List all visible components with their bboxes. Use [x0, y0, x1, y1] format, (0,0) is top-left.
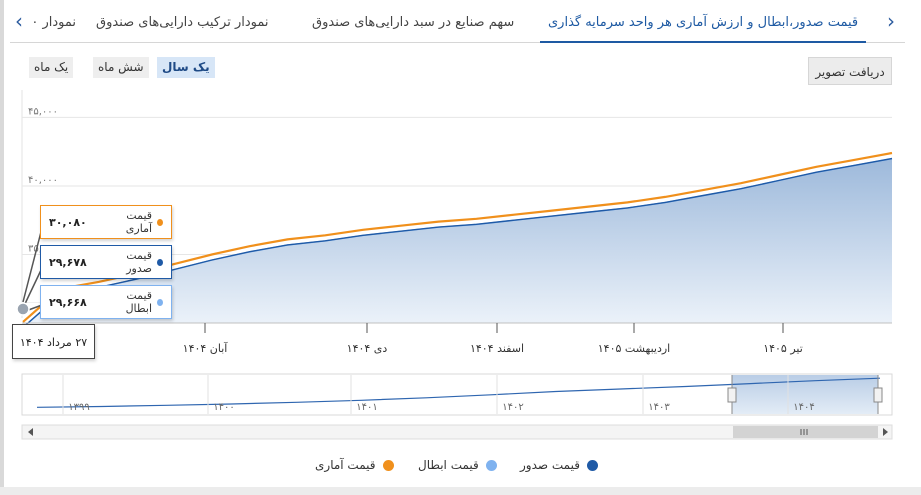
legend-issue-label: قیمت صدور: [520, 458, 580, 472]
legend-item-issue[interactable]: قیمت صدور: [520, 456, 598, 474]
navigator-tick-label: ۱۴۰۲: [502, 402, 523, 413]
issue-dot-icon: [156, 258, 163, 266]
navigator-right-handle[interactable]: [873, 387, 883, 403]
tab-industry-share[interactable]: سهم صنایع در سبد دارایی‌های صندوق: [312, 15, 515, 30]
navigator-left-handle[interactable]: [727, 387, 737, 403]
chevron-left-icon[interactable]: ‹: [15, 9, 23, 33]
navigator-tick-label: ۱۳۹۹: [68, 402, 89, 413]
range-one-month-button[interactable]: یک ماه: [29, 57, 74, 78]
redemption-legend-icon: [485, 459, 497, 471]
x-tick-label: اردیبهشت ۱۴۰۵: [598, 342, 670, 355]
scrollbar-track: [21, 424, 893, 440]
tab-bar: ‹ نمودار ۰ نمودار ترکیب دارایی‌های صندوق…: [10, 0, 905, 43]
x-axis: آبان ۱۴۰۴ دی ۱۴۰۴ اسفند ۱۴۰۴ اردیبهشت ۱۴۰۵ ت…: [183, 323, 803, 355]
tooltip-statistical-value: ۳۰,۰۸۰: [49, 215, 87, 229]
tooltip-pointer-issue: [22, 267, 43, 309]
x-tick-label: دی ۱۴۰۴: [347, 342, 388, 355]
tooltip-issue-label: قیمت صدور: [126, 249, 152, 275]
legend-redemption-label: قیمت ابطال: [418, 458, 479, 472]
tooltip-redemption-label: قیمت ابطال: [125, 289, 153, 315]
tooltip-statistical-label: قیمت آماری: [125, 209, 153, 235]
tooltip-issue: قیمت صدور ۲۹,۶۷۸: [40, 245, 172, 279]
window-bottom-edge: [0, 487, 921, 495]
tooltip-statistical: قیمت آماری ۳۰,۰۸۰: [40, 205, 172, 239]
legend-item-statistical[interactable]: قیمت آماری: [315, 456, 394, 474]
navigator-tick-label: ۱۴۰۳: [648, 402, 670, 413]
tooltip-redemption-value: ۲۹,۶۶۸: [49, 295, 87, 309]
navigator-tick-label: ۱۴۰۴: [793, 402, 814, 413]
x-tick-label: آبان ۱۴۰۴: [183, 341, 229, 355]
range-six-month-button[interactable]: شش ماه: [93, 57, 149, 78]
issue-legend-icon: [586, 459, 598, 471]
statistical-legend-icon: [382, 459, 394, 471]
navigator-tick-label: ۱۴۰۰: [213, 402, 234, 413]
x-tick-label: اسفند ۱۴۰۴: [470, 342, 524, 355]
hover-marker: [16, 302, 30, 316]
tooltip-pointer-statistical: [22, 227, 43, 303]
scroll-right-arrow-icon[interactable]: [883, 428, 888, 436]
navigator[interactable]: ۱۳۹۹ ۱۴۰۰ ۱۴۰۱ ۱۴۰۲ ۱۴۰۳ ۱۴۰۴: [21, 373, 893, 440]
navigator-tick-label: ۱۴۰۱: [356, 402, 377, 413]
legend-statistical-label: قیمت آماری: [315, 458, 376, 472]
range-one-year-button[interactable]: یک سال: [157, 57, 215, 78]
redemption-dot-icon: [157, 298, 163, 306]
export-image-button[interactable]: دریافت تصویر: [808, 57, 892, 85]
scrollbar-thumb[interactable]: [733, 426, 878, 438]
tooltip-issue-value: ۲۹,۶۷۸: [49, 255, 87, 269]
window-edge: [0, 0, 4, 495]
tab-price-history[interactable]: قیمت صدور،ابطال و ارزش آماری هر واحد سرم…: [540, 0, 867, 43]
tooltip-redemption: قیمت ابطال ۲۹,۶۶۸: [40, 285, 172, 319]
y-tick-label: ۴۵,۰۰۰: [28, 106, 58, 117]
legend-item-redemption[interactable]: قیمت ابطال: [418, 456, 497, 474]
x-tick-label: تیر ۱۴۰۵: [763, 342, 803, 355]
tab-chart-more[interactable]: نمودار ۰: [34, 15, 76, 30]
y-tick-label: ۴۰,۰۰۰: [28, 175, 58, 186]
tooltip-date: ۲۷ مرداد ۱۴۰۴: [12, 324, 95, 359]
chevron-right-icon[interactable]: ›: [887, 9, 895, 33]
scroll-left-arrow-icon[interactable]: [28, 428, 33, 436]
tab-asset-composition[interactable]: نمودار ترکیب دارایی‌های صندوق: [96, 15, 269, 30]
navigator-series-line: [36, 377, 881, 408]
statistical-dot-icon: [157, 218, 163, 226]
